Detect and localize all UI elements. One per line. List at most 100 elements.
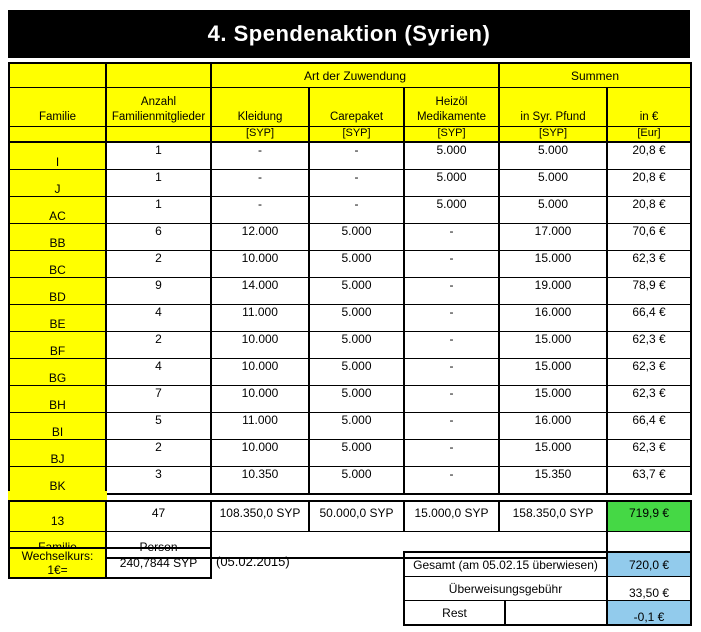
exchange-rate-table: Wechselkurs: 1€= 240,7844 SYP: [8, 547, 212, 579]
cell-carepaket: 5.000: [308, 412, 405, 440]
cell-heizoel: -: [403, 277, 500, 305]
cell-eur: 20,8 €: [606, 196, 692, 224]
cell-eur: 78,9 €: [606, 277, 692, 305]
rest-label: Rest: [403, 600, 506, 626]
totals-labels-row: Familie Person: [8, 531, 692, 559]
table-row: I 1- -5.000 5.000 20,8 €: [8, 141, 692, 170]
cell-syp: 15.350: [498, 466, 608, 495]
exchange-rate-row: Wechselkurs: 1€= 240,7844 SYP: [8, 547, 212, 579]
col-header-kleidung: Kleidung: [210, 87, 310, 127]
totals-row: 13 47 108.350,0 SYP 50.000,0 SYP 15.000,…: [8, 500, 692, 532]
totals-table: 13 47 108.350,0 SYP 50.000,0 SYP 15.000,…: [8, 500, 692, 559]
cell-kleidung: 10.000: [210, 439, 310, 467]
cell-carepaket: 5.000: [308, 439, 405, 467]
cell-syp: 16.000: [498, 304, 608, 332]
cell-eur: 62,3 €: [606, 358, 692, 386]
cell-kleidung: 10.350: [210, 466, 310, 495]
cell-syp: 15.000: [498, 439, 608, 467]
cell-carepaket: 5.000: [308, 277, 405, 305]
cell-members: 7: [105, 385, 212, 413]
col-header-eur: in €: [606, 87, 692, 127]
group-header-spacer: [8, 62, 107, 88]
cell-members: 1: [105, 169, 212, 197]
total-heizoel: 15.000,0 SYP: [403, 500, 500, 532]
cell-members: 2: [105, 250, 212, 278]
table-row: BE 4 11.000 5.000-16.000 66,4 €: [8, 304, 692, 332]
cell-family: BF: [8, 331, 107, 359]
exchange-rate-label: Wechselkurs: 1€=: [8, 547, 107, 579]
cell-kleidung: -: [210, 141, 310, 170]
cell-kleidung: -: [210, 169, 310, 197]
unit-syp: [SYP]: [498, 126, 608, 143]
cell-syp: 19.000: [498, 277, 608, 305]
cell-carepaket: 5.000: [308, 385, 405, 413]
cell-carepaket: -: [308, 141, 405, 170]
cell-syp: 15.000: [498, 331, 608, 359]
cell-family: I: [8, 141, 107, 170]
page-title: 4. Spendenaktion (Syrien): [8, 10, 690, 58]
cell-kleidung: 11.000: [210, 412, 310, 440]
cell-kleidung: 10.000: [210, 385, 310, 413]
table-row: J 1- -5.000 5.000 20,8 €: [8, 169, 692, 197]
cell-family: AC: [8, 196, 107, 224]
cell-carepaket: -: [308, 169, 405, 197]
table-row: BJ 2 10.000 5.000-15.000 62,3 €: [8, 439, 692, 467]
yellow-gap-block: [8, 491, 107, 500]
table-row: BC 2 10.000 5.000-15.000 62,3 €: [8, 250, 692, 278]
table-row: AC 1- -5.000 5.000 20,8 €: [8, 196, 692, 224]
cell-family: BE: [8, 304, 107, 332]
cell-heizoel: -: [403, 439, 500, 467]
cell-carepaket: 5.000: [308, 250, 405, 278]
column-header-row: Familie Anzahl Familienmitglieder Kleidu…: [8, 87, 692, 127]
cell-carepaket: 5.000: [308, 466, 405, 495]
cell-syp: 15.000: [498, 250, 608, 278]
cell-syp: 15.000: [498, 358, 608, 386]
table-row: BF 2 10.000 5.000-15.000 62,3 €: [8, 331, 692, 359]
units-row: [SYP] [SYP] [SYP] [SYP] [Eur]: [8, 126, 692, 143]
cell-kleidung: 10.000: [210, 331, 310, 359]
cell-eur: 20,8 €: [606, 169, 692, 197]
cell-heizoel: -: [403, 304, 500, 332]
unit-eur: [Eur]: [606, 126, 692, 143]
cell-members: 1: [105, 141, 212, 170]
settlement-row-gebuehr: Überweisungsgebühr 33,50 €: [402, 576, 693, 601]
cell-members: 1: [105, 196, 212, 224]
group-header-spacer: [105, 62, 212, 88]
cell-members: 9: [105, 277, 212, 305]
cell-eur: 66,4 €: [606, 304, 692, 332]
cell-members: 2: [105, 331, 212, 359]
cell-eur: 63,7 €: [606, 466, 692, 495]
cell-carepaket: -: [308, 196, 405, 224]
group-header-summen: Summen: [498, 62, 692, 88]
cell-family: BG: [8, 358, 107, 386]
col-header-anzahl: Anzahl Familienmitglieder: [105, 87, 212, 127]
gebuehr-value: 33,50 €: [606, 576, 693, 601]
gesamt-value: 720,0 €: [606, 551, 693, 577]
unit-heizoel: [SYP]: [403, 126, 500, 143]
cell-family: BJ: [8, 439, 107, 467]
cell-syp: 5.000: [498, 141, 608, 170]
cell-heizoel: 5.000: [403, 169, 500, 197]
settlement-row-rest: Rest -0,1 €: [403, 600, 693, 626]
unit-carepaket: [SYP]: [308, 126, 405, 143]
cell-eur: 62,3 €: [606, 331, 692, 359]
cell-eur: 62,3 €: [606, 385, 692, 413]
cell-family: BC: [8, 250, 107, 278]
table-row: BD 9 14.000 5.000-19.000 78,9 €: [8, 277, 692, 305]
cell-carepaket: 5.000: [308, 358, 405, 386]
gebuehr-label: Überweisungsgebühr: [402, 576, 609, 601]
cell-kleidung: 11.000: [210, 304, 310, 332]
group-header-row: Art der Zuwendung Summen: [8, 62, 692, 88]
table-row: BK 3 10.350 5.000-15.350 63,7 €: [8, 466, 692, 495]
settlement-table: Gesamt (am 05.02.15 überwiesen) 720,0 € …: [402, 551, 693, 626]
cell-members: 4: [105, 304, 212, 332]
cell-kleidung: 14.000: [210, 277, 310, 305]
col-header-carepaket: Carepaket: [308, 87, 405, 127]
cell-heizoel: 5.000: [403, 141, 500, 170]
cell-family: BD: [8, 277, 107, 305]
cell-heizoel: -: [403, 358, 500, 386]
cell-eur: 66,4 €: [606, 412, 692, 440]
total-kleidung: 108.350,0 SYP: [210, 500, 310, 532]
page-title-text: 4. Spendenaktion (Syrien): [207, 21, 491, 46]
